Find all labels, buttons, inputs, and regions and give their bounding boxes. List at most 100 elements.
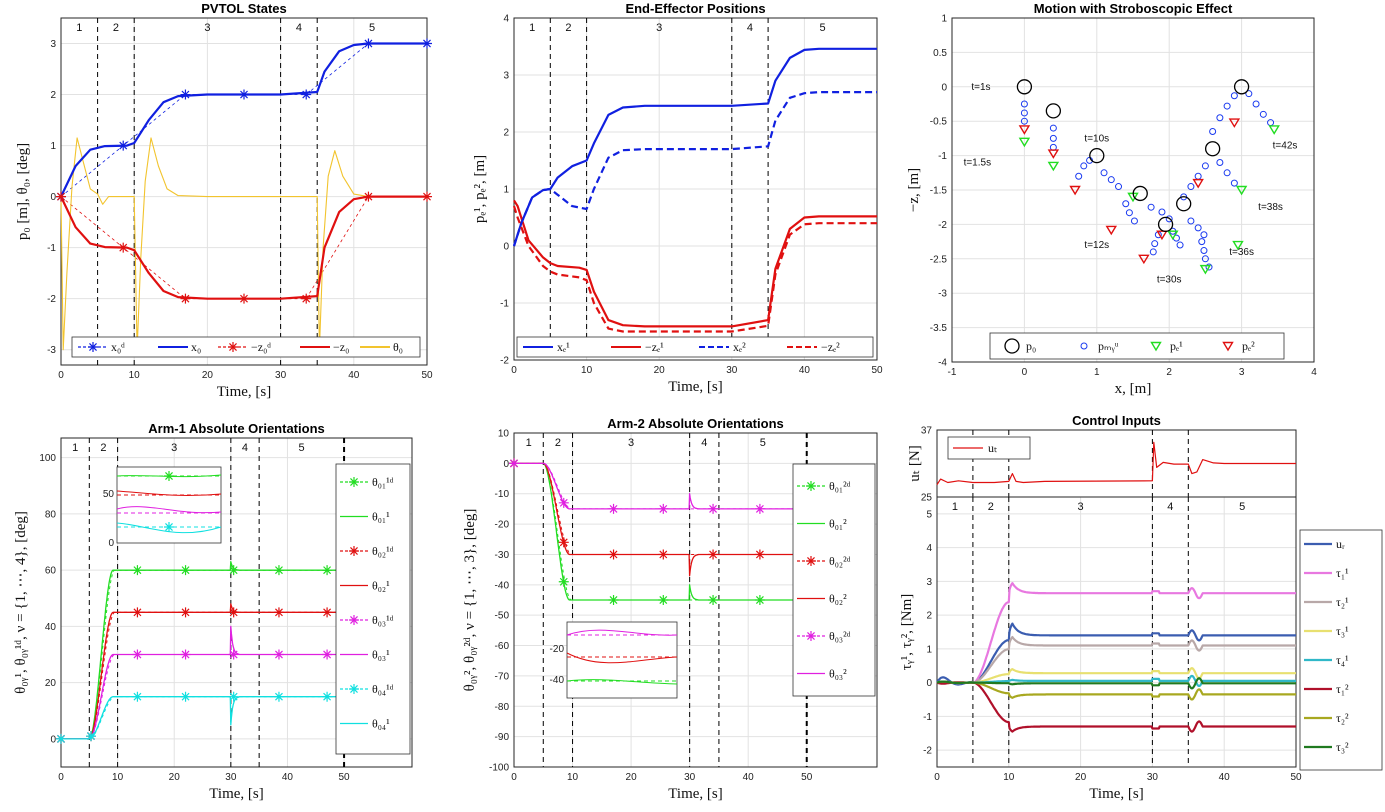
x-tick-label: 50 [801, 772, 813, 783]
legend-label: θ₀₁¹ᵈ [372, 475, 394, 489]
y-tick-label: -1 [923, 712, 932, 723]
legend-marker [1080, 342, 1088, 350]
marker-ee2 [1228, 118, 1241, 128]
y-tick-label: 3 [503, 71, 509, 82]
marker-arm2 [708, 595, 719, 605]
legend-marker [88, 342, 98, 352]
series-torque [936, 681, 1297, 733]
chart-title: Arm-1 Absolute Orientations [148, 421, 324, 436]
marker-ee1 [1268, 125, 1280, 135]
x-tick-label: 40 [348, 370, 360, 381]
chart-torques: 0 10 20 30 40 50 -2 -1 0 1 2 3 4 5 Time, [s] τᵧ¹, τᵧ², … [899, 496, 1383, 802]
y-axis-label: θ₀ᵧ¹, θ₀ᵧ¹ᵈ, ν = {1, ⋯, 4}, [deg] [13, 511, 29, 694]
marker-ee1 [1018, 137, 1031, 148]
chart-title: Arm-2 Absolute Orientations [607, 416, 783, 431]
marker-arm1 [86, 731, 97, 742]
series-arm1 [60, 561, 345, 740]
series-arm1 [60, 603, 345, 740]
x-tick-label: 0 [58, 370, 64, 381]
annotation: t=30s [1157, 274, 1182, 285]
marker-ee1 [1232, 240, 1244, 251]
chart-strobe: -1 0 1 2 3 4 -4 -3.5 -3 -2.5 -2 -1.5 -1 -0.5 0 0.5 1 Moti… [906, 1, 1317, 397]
inset-tick: -40 [550, 675, 565, 686]
phase-label: 2 [555, 437, 561, 449]
inset-line [116, 490, 222, 497]
marker-arm1 [322, 565, 333, 576]
phase-label: 3 [628, 437, 634, 449]
marker-arm [1165, 215, 1173, 223]
x-tick-label: 0 [511, 772, 517, 783]
marker-arm [1020, 109, 1028, 117]
y-tick-label: 2 [50, 90, 56, 101]
y-tick-label: 4 [503, 14, 509, 25]
annotation: t=38s [1258, 202, 1283, 213]
y-tick-label: 2 [926, 611, 932, 622]
axes-frame [936, 496, 1297, 768]
y-tick-label: 5 [926, 509, 932, 520]
legend: p₀ pₘᵧᵘ pₑ¹ pₑ² [989, 332, 1285, 360]
marker-arm [1245, 90, 1253, 98]
marker-arm1 [228, 565, 239, 576]
x-tick-label: 3 [1239, 367, 1245, 378]
marker-arm2 [608, 549, 619, 560]
y-tick-label: -3 [938, 289, 947, 300]
marker-z0d [239, 293, 249, 304]
series-x0 [60, 42, 427, 198]
phase-label: 2 [100, 442, 106, 454]
marker-arm2 [558, 497, 569, 508]
marker-arm [1187, 217, 1195, 225]
legend-label: τ₂² [1336, 711, 1349, 725]
x-tick-label: 20 [1075, 772, 1087, 783]
phase-label: 4 [242, 442, 248, 454]
marker-arm1 [322, 649, 333, 660]
marker-arm [1223, 102, 1231, 110]
legend-label: −z₀ᵈ [251, 340, 271, 354]
legend-label: θ₀₃¹ᵈ [372, 613, 394, 627]
series-arm1 [60, 625, 345, 740]
legend-label: θ₀₂¹ᵈ [372, 544, 394, 558]
x-tick-label: 50 [339, 772, 351, 783]
legend-label: θ₀₂²ᵈ [829, 554, 851, 568]
legend-marker [806, 556, 816, 566]
marker-arm1 [273, 649, 284, 660]
x-tick-label: 40 [1219, 772, 1231, 783]
legend-marker [349, 546, 359, 556]
y-tick-label: 40 [45, 622, 57, 633]
series-arm1-ref [61, 569, 345, 740]
inset-line [116, 474, 222, 478]
series-xe1 [512, 47, 877, 247]
legend-label: −zₑ¹ [645, 340, 664, 354]
y-tick-label: -90 [495, 732, 510, 743]
legend-label: τ₄¹ [1336, 653, 1349, 667]
y-tick-label: -20 [495, 520, 510, 531]
marker-arm [1200, 247, 1208, 255]
x-tick-label: 30 [275, 370, 287, 381]
annotation: t=42s [1273, 140, 1298, 151]
inset-line [116, 506, 222, 514]
marker-arm2 [754, 549, 765, 560]
legend: θ₀₁²ᵈ θ₀₁² θ₀₂²ᵈ θ₀₂² θ₀₃²ᵈ θ₀₃² [792, 463, 876, 697]
marker-x0d [118, 140, 129, 151]
x-tick-label: 20 [169, 772, 181, 783]
x-tick-label: -1 [948, 367, 957, 378]
y-tick-label: 20 [45, 678, 57, 689]
marker-arm [1194, 224, 1202, 232]
legend-label: τ₁² [1336, 682, 1349, 696]
marker-arm2 [509, 458, 519, 469]
marker-arm [1201, 255, 1209, 263]
phase-label: 3 [656, 22, 662, 34]
y-tick-label: 1 [50, 141, 56, 152]
x-axis-label: Time, [s] [668, 379, 722, 395]
marker-arm1 [180, 607, 191, 618]
series-torque [936, 622, 1297, 686]
x-tick-label: 40 [799, 365, 811, 376]
y-tick-label: -2 [938, 220, 947, 231]
x-tick-label: 50 [421, 370, 433, 381]
marker-arm1 [273, 691, 284, 702]
inset: -20 -40 [550, 621, 678, 699]
y-tick-label: 60 [45, 566, 57, 577]
y-axis-label: p₀ [m], θ₀, [deg] [15, 143, 31, 240]
marker-x0d [363, 38, 374, 49]
phase-label: 4 [296, 22, 302, 34]
